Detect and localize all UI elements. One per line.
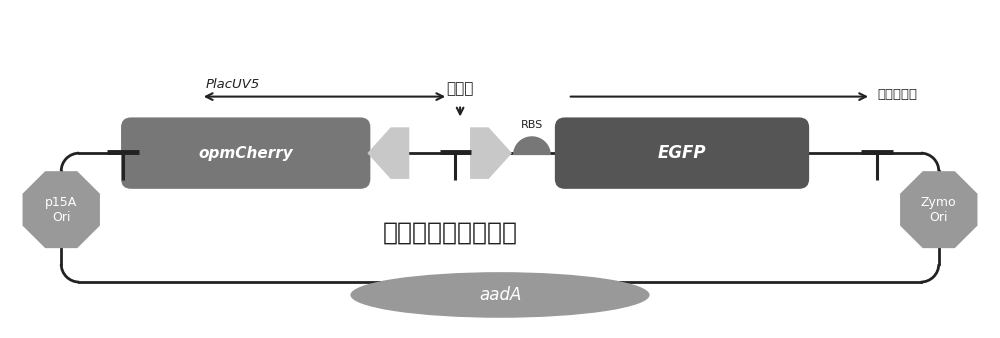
- Text: opmCherry: opmCherry: [198, 146, 293, 161]
- Polygon shape: [367, 127, 409, 179]
- Polygon shape: [513, 136, 551, 155]
- Text: aadA: aadA: [479, 286, 521, 304]
- Text: EGFP: EGFP: [658, 144, 706, 162]
- Text: PlacUV5: PlacUV5: [206, 78, 260, 91]
- Text: Zymo
Ori: Zymo Ori: [921, 196, 957, 224]
- Polygon shape: [900, 171, 977, 248]
- FancyBboxPatch shape: [121, 117, 370, 189]
- FancyBboxPatch shape: [555, 117, 809, 189]
- Ellipse shape: [350, 272, 650, 318]
- Text: p15A
Ori: p15A Ori: [45, 196, 77, 224]
- Text: RBS: RBS: [521, 120, 543, 130]
- Polygon shape: [23, 171, 100, 248]
- Text: 待测启动子: 待测启动子: [877, 88, 917, 101]
- Polygon shape: [470, 127, 512, 179]
- Text: 终止子: 终止子: [446, 81, 474, 97]
- Text: 双荧光报告基因系统: 双荧光报告基因系统: [383, 220, 518, 244]
